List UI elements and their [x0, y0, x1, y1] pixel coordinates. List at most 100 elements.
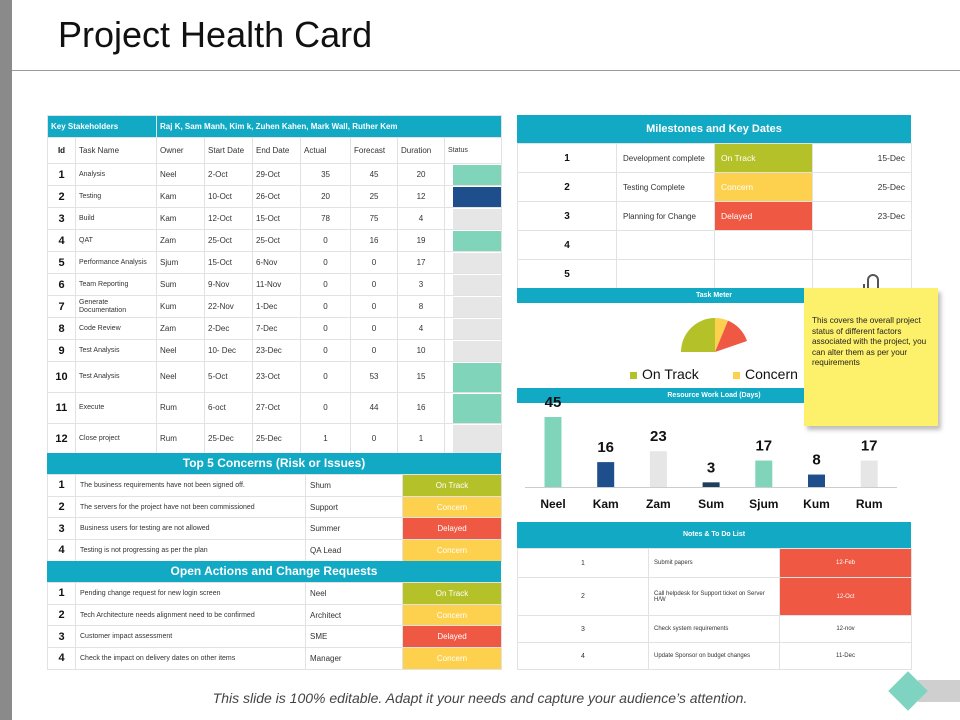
task-start: 9-Nov	[204, 273, 254, 296]
task-id: 11	[47, 392, 76, 424]
task-forecast: 0	[350, 423, 399, 455]
notes-title: Notes & To Do List	[517, 522, 911, 548]
status-indicator	[453, 186, 501, 207]
concerns-row: 2 The servers for the project have not be…	[47, 495, 502, 519]
col-header-owner: Owner	[156, 137, 206, 164]
milestone-row: 2 Testing Complete Concern 25-Dec	[517, 172, 912, 202]
milestone-id: 4	[517, 230, 617, 260]
legend-swatch-on-track	[630, 371, 637, 379]
concerns-row: 1 The business requirements have not been…	[47, 474, 502, 497]
task-forecast: 25	[350, 185, 399, 208]
chart-category-label: Neel	[540, 497, 565, 511]
actions-text: Customer impact assessment	[75, 625, 306, 649]
concerns-status-badge: Delayed	[402, 517, 502, 541]
gauge-segment-delayed	[715, 320, 747, 352]
task-end: 27-Oct	[252, 392, 302, 424]
note-text: Call helpdesk for Support ticket on Serv…	[648, 577, 780, 616]
task-id: 5	[47, 251, 76, 274]
concerns-id: 1	[47, 474, 76, 497]
milestone-row: 3 Planning for Change Delayed 23-Dec	[517, 201, 912, 231]
task-duration: 3	[397, 273, 446, 296]
note-text: Check system requirements	[648, 615, 780, 643]
legend-label-concern: Concern	[745, 366, 798, 382]
actions-status-badge: Concern	[402, 647, 502, 670]
task-actual: 20	[300, 185, 352, 208]
concerns-text: Testing is not progressing as per the pl…	[75, 539, 306, 562]
concerns-owner: Support	[305, 495, 403, 519]
task-owner: Kam	[156, 185, 206, 208]
task-end: 6-Nov	[252, 251, 302, 274]
task-start: 2-Oct	[204, 163, 254, 186]
milestone-name: Testing Complete	[616, 172, 715, 202]
chart-value-label: 3	[707, 459, 715, 476]
resource-workload-chart: 45 Neel 16 Kam 23 Zam 3 Sum 17 Sjum 8 Kum 17 Rum	[525, 395, 897, 511]
chart-category-label: Kam	[593, 497, 619, 511]
task-row: 1 Analysis Neel 2-Oct 29-Oct 35 45 20	[47, 163, 503, 186]
chart-value-label: 17	[755, 438, 772, 455]
actions-id: 1	[47, 582, 76, 605]
concerns-table: 1 The business requirements have not been…	[47, 474, 502, 562]
status-indicator	[453, 318, 501, 339]
task-id: 2	[47, 185, 76, 208]
milestone-id: 5	[517, 259, 617, 289]
task-actual: 0	[300, 273, 352, 296]
task-forecast: 53	[350, 361, 399, 393]
task-status-cell	[444, 273, 503, 296]
col-header-task: Task Name	[74, 137, 158, 164]
task-end: 23-Oct	[252, 361, 302, 393]
chart-category-label: Rum	[856, 497, 883, 511]
chart-category-label: Sjum	[749, 497, 778, 511]
legend-on-track: On Track	[630, 366, 699, 382]
task-start: 25-Dec	[204, 423, 254, 455]
actions-text: Tech Architecture needs alignment need t…	[75, 603, 306, 627]
task-start: 22-Nov	[204, 295, 254, 318]
task-owner: Rum	[156, 423, 206, 455]
note-row: 4 Update Sponsor on budget changes 11-Dec	[517, 642, 912, 670]
note-date: 12-Oct	[779, 577, 912, 616]
actions-row: 3 Customer impact assessment SME Delayed	[47, 625, 502, 649]
milestone-id: 3	[517, 201, 617, 231]
task-id: 6	[47, 273, 76, 296]
page-title: Project Health Card	[58, 14, 373, 55]
milestone-date: 15-Dec	[812, 143, 912, 173]
task-duration: 1	[397, 423, 446, 455]
task-row: 7 Generate Documentation Kum 22-Nov 1-Dec 0 0 8	[47, 295, 503, 318]
task-owner: Rum	[156, 392, 206, 424]
concerns-text: The business requirements have not been …	[75, 474, 306, 497]
task-name: Build	[74, 207, 158, 230]
task-id: 9	[47, 339, 76, 362]
milestone-date	[812, 230, 912, 260]
task-id: 4	[47, 229, 76, 252]
legend-concern: Concern	[733, 366, 798, 382]
task-end: 26-Oct	[252, 185, 302, 208]
status-indicator	[453, 296, 501, 317]
task-end: 29-Oct	[252, 163, 302, 186]
chart-category-label: Sum	[698, 497, 724, 511]
task-end: 25-Oct	[252, 229, 302, 252]
milestone-row: 4	[517, 230, 912, 260]
chart-bar-sjum	[755, 460, 773, 487]
task-duration: 8	[397, 295, 446, 318]
task-start: 5-Oct	[204, 361, 254, 393]
task-status-cell	[444, 185, 503, 208]
concerns-owner: Shum	[305, 474, 403, 497]
note-date: 12-nov	[779, 615, 912, 643]
milestone-date: 25-Dec	[812, 172, 912, 202]
col-header-end: End Date	[252, 137, 302, 164]
status-indicator	[453, 230, 501, 251]
task-actual: 0	[300, 295, 352, 318]
milestone-status-badge	[714, 230, 813, 260]
task-owner: Zam	[156, 317, 206, 340]
task-name: Test Analysis	[74, 339, 158, 362]
note-row: 2 Call helpdesk for Support ticket on Ser…	[517, 577, 912, 616]
task-actual: 0	[300, 251, 352, 274]
task-duration: 12	[397, 185, 446, 208]
actions-owner: SME	[305, 625, 403, 649]
task-duration: 4	[397, 317, 446, 340]
task-forecast: 44	[350, 392, 399, 424]
task-row: 5 Performance Analysis Sjum 15-Oct 6-Nov 0 0 17	[47, 251, 503, 274]
concerns-id: 3	[47, 517, 76, 541]
task-name: QAT	[74, 229, 158, 252]
task-row: 3 Build Kam 12-Oct 15-Oct 78 75 4	[47, 207, 503, 230]
status-indicator	[453, 340, 501, 361]
